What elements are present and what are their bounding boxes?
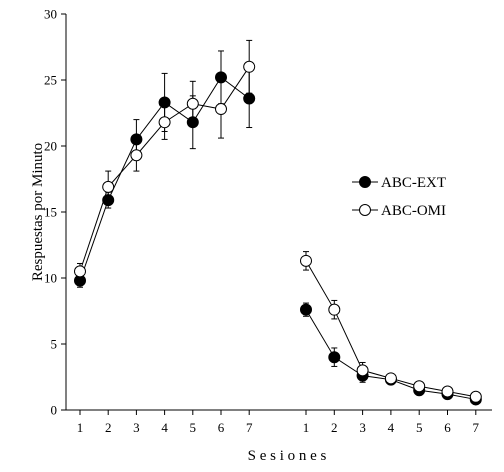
data-point-abc-omi [300,254,312,267]
x-tick-label: 1 [77,420,84,435]
legend: ABC-EXT ABC-OMI [352,175,446,219]
x-axis-title: S e s i o n e s [248,448,327,464]
data-point-abc-omi [130,149,143,162]
data-point-abc-omi [384,372,397,385]
series-abc-ext [74,50,482,406]
y-tick-label: 25 [44,73,57,88]
data-point-abc-omi [158,116,171,129]
x-tick-label: 1 [303,420,310,435]
x-tick-label: 6 [218,420,225,435]
y-tick-label: 30 [44,7,57,22]
x-tick-label: 2 [331,420,338,435]
y-tick-label: 20 [44,139,57,154]
data-point-abc-ext [243,92,256,105]
x-tick-label: 7 [473,420,480,435]
data-point-abc-omi [74,265,86,278]
y-tick-label: 0 [51,403,58,418]
data-point-abc-omi [469,390,482,403]
data-point-abc-omi [441,385,454,398]
data-point-abc-ext [328,351,341,364]
x-tick-label: 5 [190,420,197,435]
y-tick-labels: 0 5 10 15 20 25 30 [44,7,57,418]
y-tick-label: 10 [44,271,57,286]
data-point-abc-omi [328,303,341,316]
x-tick-labels: 1 2 3 4 5 6 7 1 2 3 4 5 6 7 [77,420,480,435]
data-point-abc-omi [186,97,199,110]
legend-omi-label: ABC-OMI [381,203,446,219]
series-abc-omi [74,39,482,403]
data-point-abc-ext [300,303,312,316]
data-point-abc-omi [215,103,227,116]
data-point-abc-omi [413,380,426,393]
x-tick-label: 5 [416,420,423,435]
data-point-abc-omi [243,60,256,73]
y-tick-label: 15 [44,205,57,220]
x-tick-label: 7 [246,420,253,435]
series-layer [74,39,482,406]
x-tick-label: 4 [388,420,395,435]
x-tick-label: 2 [105,420,112,435]
x-tick-label: 6 [444,420,451,435]
legend-ext-marker [359,176,371,188]
data-point-abc-omi [102,180,115,193]
x-tick-label: 4 [161,420,168,435]
data-point-abc-omi [356,364,369,377]
x-tick-label: 3 [133,420,140,435]
legend-omi-marker [359,204,371,216]
legend-ext-label: ABC-EXT [381,175,446,191]
y-tick-label: 5 [51,337,58,352]
y-axis-title: Respuestas por Minuto [30,143,46,281]
x-tick-label: 3 [359,420,366,435]
axes [61,13,492,415]
